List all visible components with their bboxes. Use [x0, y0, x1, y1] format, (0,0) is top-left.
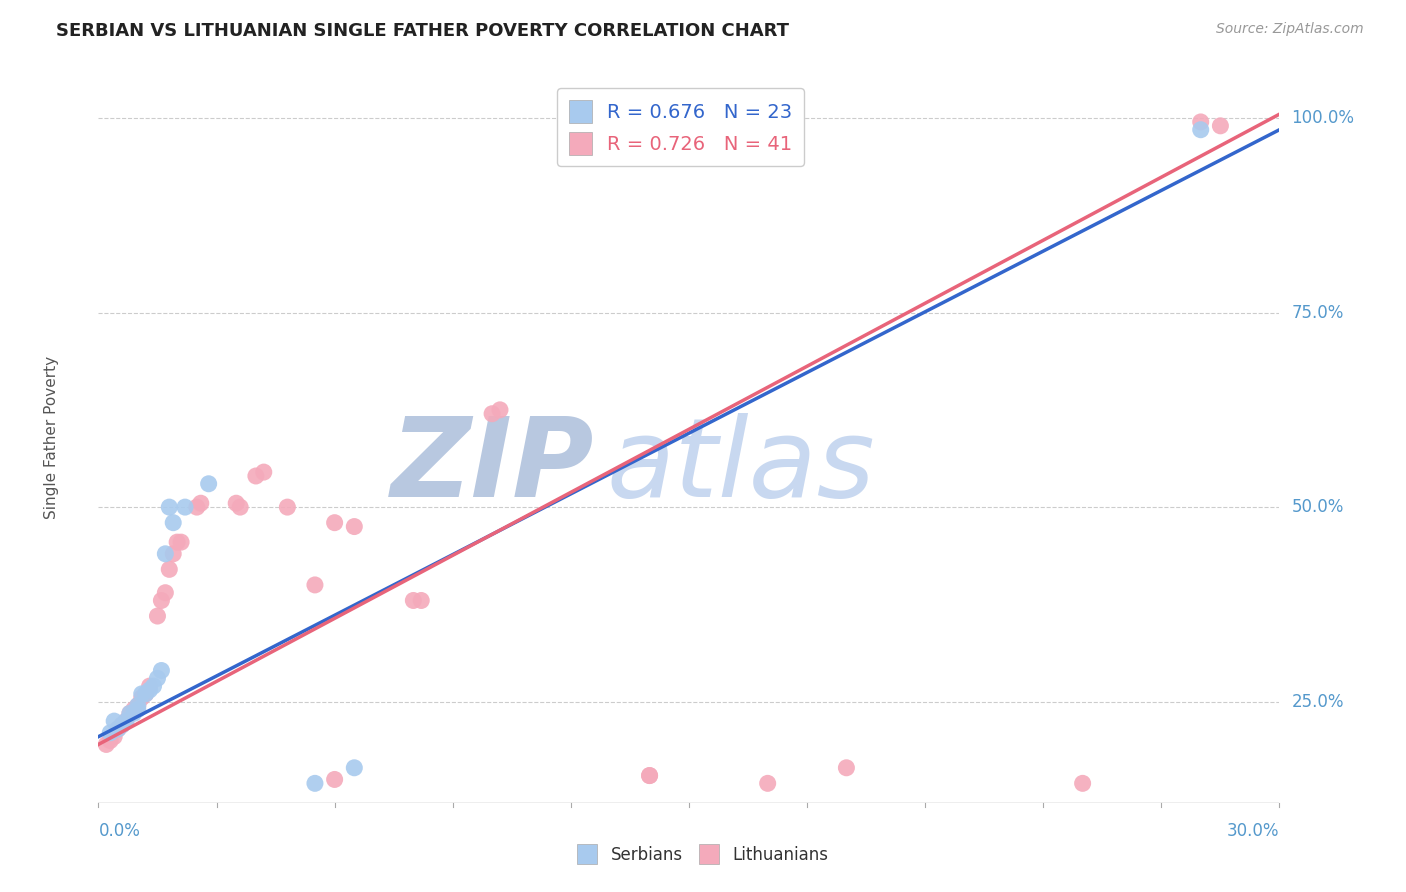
Point — [304, 776, 326, 790]
Point — [138, 679, 160, 693]
Point — [411, 593, 433, 607]
Point — [190, 496, 212, 510]
Point — [135, 687, 157, 701]
Point — [1209, 119, 1232, 133]
Point — [127, 698, 149, 713]
Point — [166, 535, 188, 549]
Text: 0.0%: 0.0% — [98, 822, 141, 840]
Text: 75.0%: 75.0% — [1291, 303, 1344, 322]
Point — [1071, 776, 1094, 790]
Point — [150, 664, 173, 678]
Point — [138, 683, 160, 698]
Point — [111, 718, 134, 732]
Text: SERBIAN VS LITHUANIAN SINGLE FATHER POVERTY CORRELATION CHART: SERBIAN VS LITHUANIAN SINGLE FATHER POVE… — [56, 22, 789, 40]
Point — [638, 768, 661, 782]
Text: 50.0%: 50.0% — [1291, 498, 1344, 516]
Point — [170, 535, 193, 549]
Point — [323, 772, 346, 787]
Point — [135, 687, 157, 701]
Legend: R = 0.676   N = 23, R = 0.726   N = 41: R = 0.676 N = 23, R = 0.726 N = 41 — [557, 88, 804, 167]
Point — [162, 516, 184, 530]
Point — [323, 516, 346, 530]
Point — [118, 706, 141, 721]
Point — [98, 725, 121, 739]
Point — [127, 702, 149, 716]
Point — [489, 402, 512, 417]
Point — [304, 578, 326, 592]
Text: ZIP: ZIP — [391, 413, 595, 520]
Point — [107, 722, 129, 736]
Point — [835, 761, 858, 775]
Point — [276, 500, 298, 515]
Point — [118, 706, 141, 721]
Point — [343, 761, 366, 775]
Point — [107, 722, 129, 736]
Point — [98, 733, 121, 747]
Point — [157, 562, 180, 576]
Point — [155, 547, 177, 561]
Point — [115, 714, 138, 728]
Point — [115, 714, 138, 728]
Point — [122, 706, 145, 721]
Point — [131, 690, 153, 705]
Text: 30.0%: 30.0% — [1227, 822, 1279, 840]
Text: 25.0%: 25.0% — [1291, 693, 1344, 711]
Point — [103, 714, 125, 728]
Point — [122, 702, 145, 716]
Point — [197, 476, 219, 491]
Point — [253, 465, 276, 479]
Point — [127, 698, 149, 713]
Point — [162, 547, 184, 561]
Point — [343, 519, 366, 533]
Point — [756, 776, 779, 790]
Text: Source: ZipAtlas.com: Source: ZipAtlas.com — [1216, 22, 1364, 37]
Point — [157, 500, 180, 515]
Point — [103, 730, 125, 744]
Point — [245, 469, 267, 483]
Point — [638, 768, 661, 782]
Point — [186, 500, 208, 515]
Text: Single Father Poverty: Single Father Poverty — [44, 356, 59, 518]
Point — [402, 593, 425, 607]
Point — [146, 671, 169, 685]
Point — [146, 609, 169, 624]
Point — [150, 593, 173, 607]
Point — [1189, 115, 1212, 129]
Point — [96, 738, 118, 752]
Text: 100.0%: 100.0% — [1291, 109, 1354, 127]
Point — [131, 687, 153, 701]
Point — [111, 718, 134, 732]
Legend: Serbians, Lithuanians: Serbians, Lithuanians — [571, 838, 835, 871]
Point — [481, 407, 503, 421]
Text: atlas: atlas — [606, 413, 875, 520]
Point — [1189, 122, 1212, 136]
Point — [229, 500, 252, 515]
Point — [142, 679, 165, 693]
Point — [174, 500, 197, 515]
Point — [225, 496, 247, 510]
Point — [155, 585, 177, 599]
